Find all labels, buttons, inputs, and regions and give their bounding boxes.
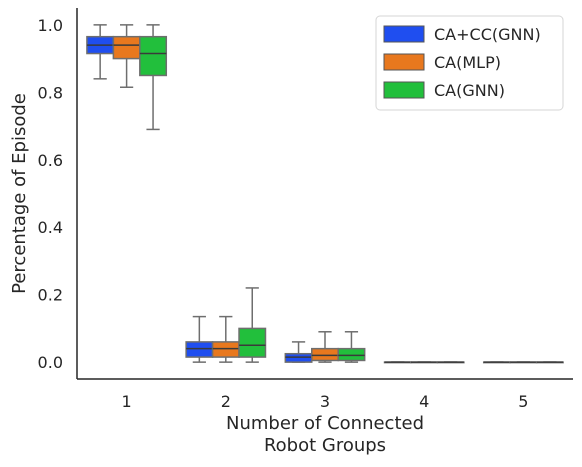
box-group — [482, 361, 511, 364]
box-group — [238, 287, 267, 363]
box-body — [337, 347, 366, 362]
box-group — [535, 361, 564, 364]
x-tick-label: 3 — [320, 392, 330, 411]
box-body — [311, 347, 339, 362]
x-tick-label: 4 — [419, 392, 429, 411]
y-tick-label: 0.8 — [38, 83, 63, 102]
box-body — [139, 35, 168, 77]
legend-swatch — [383, 53, 425, 71]
x-tick-label: 1 — [122, 392, 132, 411]
box-group — [410, 361, 439, 364]
legend-label: CA+CC(GNN) — [434, 25, 541, 44]
box-group — [337, 331, 366, 363]
legend-swatch — [383, 25, 425, 43]
x-tick-label: 2 — [221, 392, 231, 411]
box-group — [185, 315, 214, 363]
box-group — [211, 315, 240, 363]
box-body — [185, 341, 214, 358]
box-group — [509, 361, 538, 364]
box-group — [311, 331, 339, 363]
box-group — [284, 341, 313, 363]
y-tick-label: 0.6 — [38, 151, 63, 170]
box-group — [139, 24, 168, 131]
legend-swatch — [383, 81, 425, 99]
box-group — [112, 24, 141, 89]
legend-label: CA(MLP) — [434, 53, 501, 72]
legend: CA+CC(GNN) CA(MLP) CA(GNN) — [375, 15, 564, 111]
x-axis-label-line-2: Robot Groups — [264, 435, 386, 456]
box-body — [284, 352, 313, 363]
y-tick-label: 0.0 — [38, 353, 63, 372]
box-body — [211, 341, 240, 358]
box-group — [383, 361, 412, 364]
y-tick-label: 1.0 — [38, 16, 63, 35]
x-axis-label-line-1: Number of Connected — [226, 413, 424, 434]
y-axis-ticks: 0.0 0.2 0.4 0.6 0.8 1.0 — [38, 16, 63, 372]
box-group — [86, 24, 115, 80]
y-tick-label: 0.4 — [38, 218, 63, 237]
plot-area — [86, 24, 564, 364]
y-axis-label: Percentage of Episode — [9, 93, 30, 294]
box-body — [112, 35, 141, 60]
y-tick-label: 0.2 — [38, 286, 63, 305]
x-tick-label: 5 — [518, 392, 528, 411]
box-group — [436, 361, 465, 364]
x-axis-ticks: 1 2 3 4 5 — [122, 392, 529, 411]
legend-label: CA(GNN) — [434, 81, 505, 100]
box-body — [238, 327, 267, 358]
